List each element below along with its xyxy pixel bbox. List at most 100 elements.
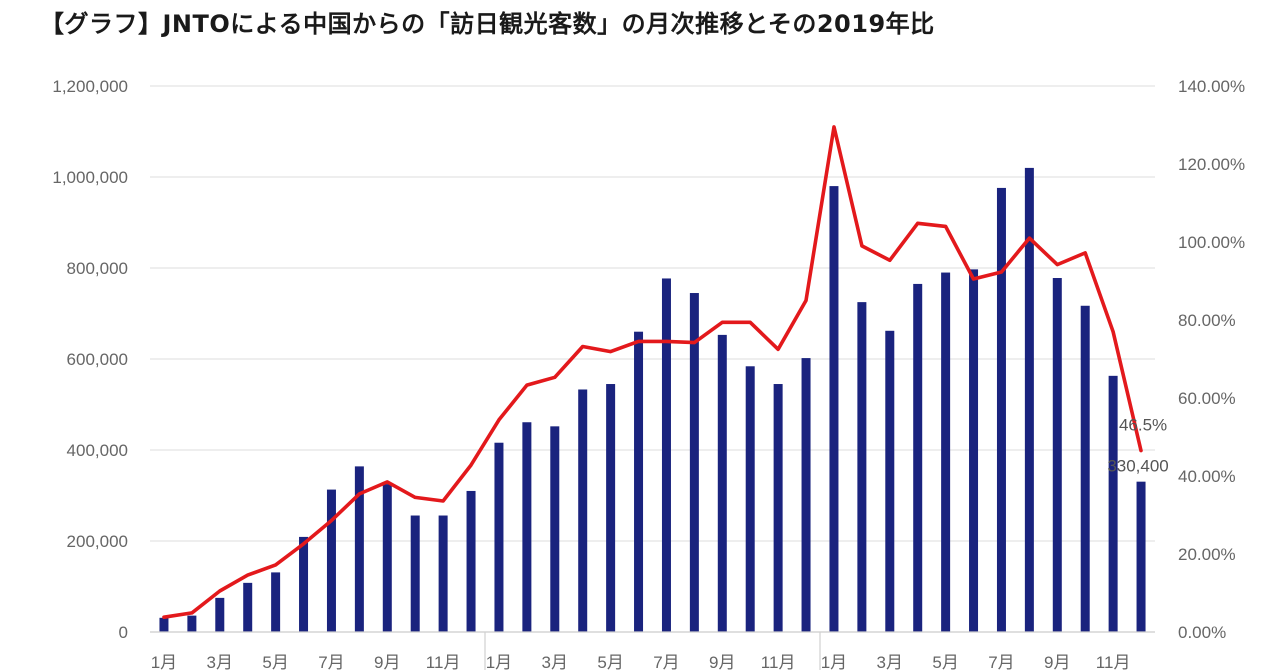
line-point: [1111, 330, 1115, 334]
y-tick-label: 1,200,000: [52, 77, 128, 96]
line-point: [972, 277, 976, 281]
bar: [1052, 278, 1062, 632]
bar: [1108, 375, 1118, 632]
line-point: [581, 345, 585, 349]
bar: [159, 617, 169, 632]
line-point: [888, 258, 892, 262]
y-tick-label: 400,000: [67, 441, 128, 460]
y2-tick-label: 0.00%: [1178, 623, 1226, 642]
line-point: [944, 224, 948, 228]
bar: [717, 334, 727, 632]
bar: [578, 389, 588, 632]
x-tick-label: 5月: [932, 653, 958, 670]
bar: [299, 536, 309, 632]
line-point: [246, 573, 250, 577]
y-tick-label: 0: [119, 623, 128, 642]
line-point: [609, 350, 613, 354]
bar: [438, 515, 448, 632]
annotations: 46.5% 330,400: [1107, 416, 1168, 476]
x-tick-label: 11月: [761, 653, 796, 670]
line-point: [385, 480, 389, 484]
ratio-data-label: 46.5%: [1119, 416, 1167, 435]
bar: [689, 293, 699, 632]
x-tick-label: 3月: [877, 653, 903, 670]
bar: [326, 489, 336, 632]
y-tick-label: 800,000: [67, 259, 128, 278]
bar: [271, 572, 281, 632]
y2-tick-label: 80.00%: [1178, 311, 1236, 330]
x-tick-label: 5月: [262, 653, 288, 670]
line-point: [832, 125, 836, 129]
x-tick-label: 9月: [1044, 653, 1070, 670]
line-point: [302, 542, 306, 546]
x-tick-label: 3月: [207, 653, 233, 670]
bar: [773, 384, 783, 632]
line-point: [664, 339, 668, 343]
y2-tick-label: 40.00%: [1178, 467, 1236, 486]
x-tick-label: 7月: [653, 653, 679, 670]
bar: [1024, 167, 1034, 632]
line-point: [469, 463, 473, 467]
bar: [494, 442, 504, 632]
bar: [382, 484, 392, 632]
bar: [215, 597, 225, 632]
x-tick-label: 11月: [1096, 653, 1131, 670]
bar: [354, 466, 364, 632]
line-point: [637, 339, 641, 343]
line-point: [413, 495, 417, 499]
x-tick-label: 9月: [374, 653, 400, 670]
right-axis-ticks: 0.00% 20.00% 40.00% 60.00% 80.00% 100.00% 120.…: [1178, 77, 1245, 642]
x-axis: 1月 3月 5月 7月 9月 11月 1月 3月 5月 7月 9月 11月 1月 3月 5月 7月 9月 11月: [150, 631, 1155, 670]
left-axis-ticks: 0 200,000 400,000 600,000 800,000 1,000,000 1,…: [52, 77, 128, 642]
line-point: [162, 615, 166, 619]
y2-tick-label: 140.00%: [1178, 77, 1245, 96]
line-point: [1139, 449, 1143, 453]
bar: [885, 330, 895, 632]
bar: [550, 426, 560, 632]
x-tick-label: 1月: [486, 653, 512, 670]
y-tick-label: 200,000: [67, 532, 128, 551]
bar: [522, 422, 532, 632]
y2-tick-label: 20.00%: [1178, 545, 1236, 564]
line-point: [748, 320, 752, 324]
line-point: [999, 270, 1003, 274]
y2-tick-label: 60.00%: [1178, 389, 1236, 408]
bar: [829, 186, 839, 632]
bar: [466, 490, 476, 632]
bar: [634, 331, 644, 632]
line-point: [1055, 263, 1059, 267]
bar-data-label: 330,400: [1107, 457, 1168, 476]
line-point: [804, 299, 808, 302]
line-point: [525, 383, 529, 387]
ratio-line-series: [162, 125, 1143, 620]
bar: [661, 278, 671, 632]
line-point: [274, 563, 278, 567]
bar: [606, 384, 616, 632]
line-point: [497, 418, 501, 422]
line-point: [1083, 251, 1087, 255]
x-tick-label: 7月: [988, 653, 1014, 670]
y-tick-label: 600,000: [67, 350, 128, 369]
y2-tick-label: 100.00%: [1178, 233, 1245, 252]
bar: [410, 515, 420, 632]
bar: [857, 302, 867, 632]
line-point: [190, 611, 194, 615]
bar: [996, 187, 1006, 633]
bar: [913, 283, 923, 632]
bar: [801, 358, 811, 632]
line-point: [776, 347, 780, 351]
y2-tick-label: 120.00%: [1178, 155, 1245, 174]
ratio-line: [162, 125, 1143, 620]
x-tick-label: 1月: [151, 653, 177, 670]
line-point: [357, 492, 361, 496]
x-tick-label: 9月: [709, 653, 735, 670]
bar: [1080, 305, 1090, 632]
x-tick-label: 7月: [318, 653, 344, 670]
line-point: [1027, 236, 1031, 240]
bar-series: [159, 167, 1146, 633]
x-tick-label: 3月: [542, 653, 568, 670]
y-tick-label: 1,000,000: [52, 168, 128, 187]
line-point: [553, 375, 557, 379]
x-tick-label: 11月: [426, 653, 461, 670]
